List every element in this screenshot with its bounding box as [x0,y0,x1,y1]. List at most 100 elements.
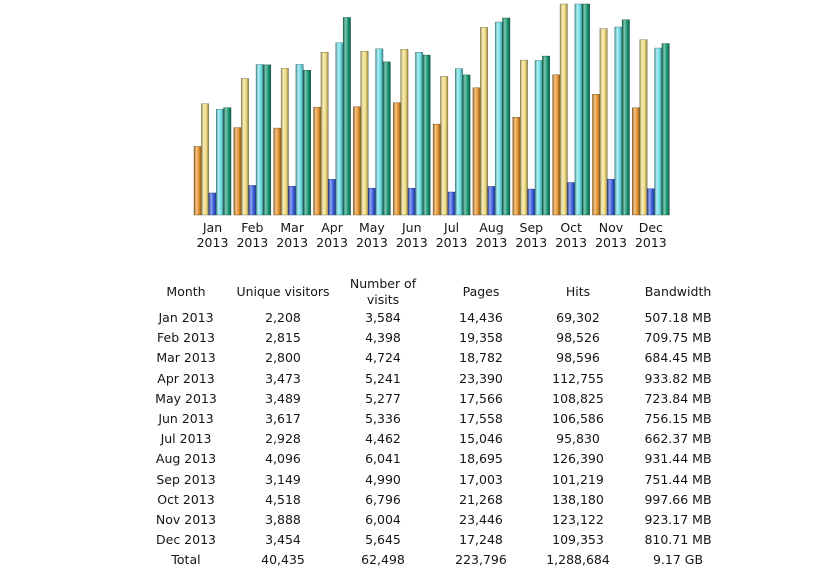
bar-pages-dec-2013 [646,188,655,216]
cell-unique-visitors: 2,928 [265,431,301,447]
bar-pages-jun-2013 [407,187,416,216]
cell-pages: 23,390 [459,370,503,386]
bar-hits-mar-2013 [295,64,304,216]
cell-month: May 2013 [155,390,217,406]
cell-month: Aug 2013 [155,451,217,467]
table-row: Mar 2013 2,800 4,724 18,782 98,596 684.45 MB [136,348,726,368]
bar-bandwidth-nov-2013 [621,19,630,216]
cell-pages: 17,566 [459,390,503,406]
bar-pages-sep-2013 [527,188,536,216]
x-tick-label: Aug 2013 [476,220,508,250]
monthly-statistics-table: Month Unique visitors Number of visits P… [136,275,726,571]
bar-number-of-visits-jul-2013 [440,76,449,216]
cell-hits: 95,830 [556,431,600,447]
cell-number-of-visits: 4,462 [365,431,401,447]
cell-bandwidth: 507.18 MB [644,310,712,325]
cell-number-of-visits: 4,724 [365,350,401,366]
bar-hits-jul-2013 [455,68,463,216]
cell-number-of-visits: 5,277 [365,390,401,406]
bar-pages-jul-2013 [447,191,456,216]
x-tick-label: Jun 2013 [396,220,428,250]
cell-number-of-visits: 5,241 [365,370,401,386]
cell-hits: 109,353 [552,532,604,548]
bar-unique-visitors-dec-2013 [632,107,640,216]
cell-pages: 17,558 [459,411,503,427]
table-row: Oct 2013 4,518 6,796 21,268 138,180 997.66 MB [136,490,726,510]
table-row: Jan 2013 2,208 3,584 14,436 69,302 507.18 MB [136,308,726,328]
bar-pages-feb-2013 [248,185,257,216]
x-tick-label: May 2013 [356,220,388,250]
cell-pages: 17,248 [459,532,503,548]
table-row: Aug 2013 4,096 6,041 18,695 126,390 931.44 MB [136,449,726,469]
bar-bandwidth-jun-2013 [422,54,431,216]
bar-hits-sep-2013 [534,60,543,216]
cell-bandwidth: 810.71 MB [644,532,712,548]
bar-number-of-visits-oct-2013 [559,3,568,216]
table-row: Jun 2013 3,617 5,336 17,558 106,586 756.15 MB [136,409,726,429]
cell-pages: 223,796 [455,552,507,568]
cell-unique-visitors: 3,489 [265,390,301,406]
header-bandwidth: Bandwidth [644,283,712,299]
cell-month: Nov 2013 [155,512,217,528]
header-number-of-visits: Number of visits [330,275,436,308]
cell-month: Apr 2013 [157,370,215,386]
bar-pages-jan-2013 [208,192,217,216]
bar-hits-oct-2013 [574,3,583,216]
table-row: Nov 2013 3,888 6,004 23,446 123,122 923.17 MB [136,510,726,530]
bar-pages-oct-2013 [567,182,576,216]
bar-number-of-visits-apr-2013 [320,52,329,216]
cell-bandwidth: 756.15 MB [644,411,712,427]
table-body: Jan 2013 2,208 3,584 14,436 69,302 507.18 MB F… [136,308,726,571]
cell-unique-visitors: 2,208 [265,310,301,325]
table-total-row: Total 40,435 62,498 223,796 1,288,684 9.17 GB [136,550,726,570]
table-row: Dec 2013 3,454 5,645 17,248 109,353 810.71 MB [136,530,726,550]
cell-pages: 18,782 [459,350,503,366]
cell-bandwidth: 662.37 MB [644,431,712,447]
cell-pages: 19,358 [459,330,503,346]
bar-unique-visitors-feb-2013 [233,127,242,216]
cell-unique-visitors: 2,815 [265,330,301,346]
cell-month: Jul 2013 [160,431,212,447]
bar-bandwidth-may-2013 [382,61,391,216]
x-tick-label: Sep 2013 [515,220,547,250]
cell-hits: 101,219 [552,471,604,487]
cell-unique-visitors: 3,888 [265,512,301,528]
cell-pages: 23,446 [459,512,503,528]
cell-number-of-visits: 62,498 [361,552,405,568]
bar-number-of-visits-jan-2013 [201,103,209,216]
bar-hits-may-2013 [375,48,384,216]
cell-bandwidth: 933.82 MB [644,370,712,386]
cell-bandwidth: 9.17 GB [652,552,704,568]
table-row: May 2013 3,489 5,277 17,566 108,825 723.84 MB [136,389,726,409]
header-number-of-visits-label: Number of visits [349,275,417,307]
bar-bandwidth-apr-2013 [342,17,351,216]
bar-unique-visitors-mar-2013 [273,127,282,216]
bar-number-of-visits-feb-2013 [241,78,249,216]
cell-unique-visitors: 3,454 [265,532,301,548]
header-month: Month [166,283,206,299]
table-row: Feb 2013 2,815 4,398 19,358 98,526 709.75 MB [136,328,726,348]
cell-month: Feb 2013 [157,330,215,346]
bar-unique-visitors-jan-2013 [193,146,202,216]
bar-hits-jun-2013 [415,52,424,216]
bar-bandwidth-jul-2013 [462,74,471,216]
cell-hits: 98,526 [556,330,600,346]
bar-bandwidth-dec-2013 [661,43,670,216]
cell-pages: 14,436 [459,310,503,325]
cell-bandwidth: 931.44 MB [644,451,712,467]
cell-number-of-visits: 3,584 [365,310,401,325]
cell-hits: 108,825 [552,390,604,406]
x-tick-label: Dec 2013 [635,220,667,250]
cell-bandwidth: 923.17 MB [644,512,712,528]
bar-hits-jan-2013 [215,108,224,216]
cell-hits: 1,288,684 [546,552,610,568]
cell-number-of-visits: 6,004 [365,512,401,528]
bar-unique-visitors-jun-2013 [393,102,401,216]
cell-unique-visitors: 3,149 [265,471,301,487]
bar-number-of-visits-mar-2013 [280,68,289,216]
header-pages: Pages [462,283,500,299]
bar-number-of-visits-may-2013 [360,50,369,216]
bar-bandwidth-oct-2013 [582,3,590,216]
bar-unique-visitors-sep-2013 [512,117,521,216]
cell-unique-visitors: 3,473 [265,370,301,386]
